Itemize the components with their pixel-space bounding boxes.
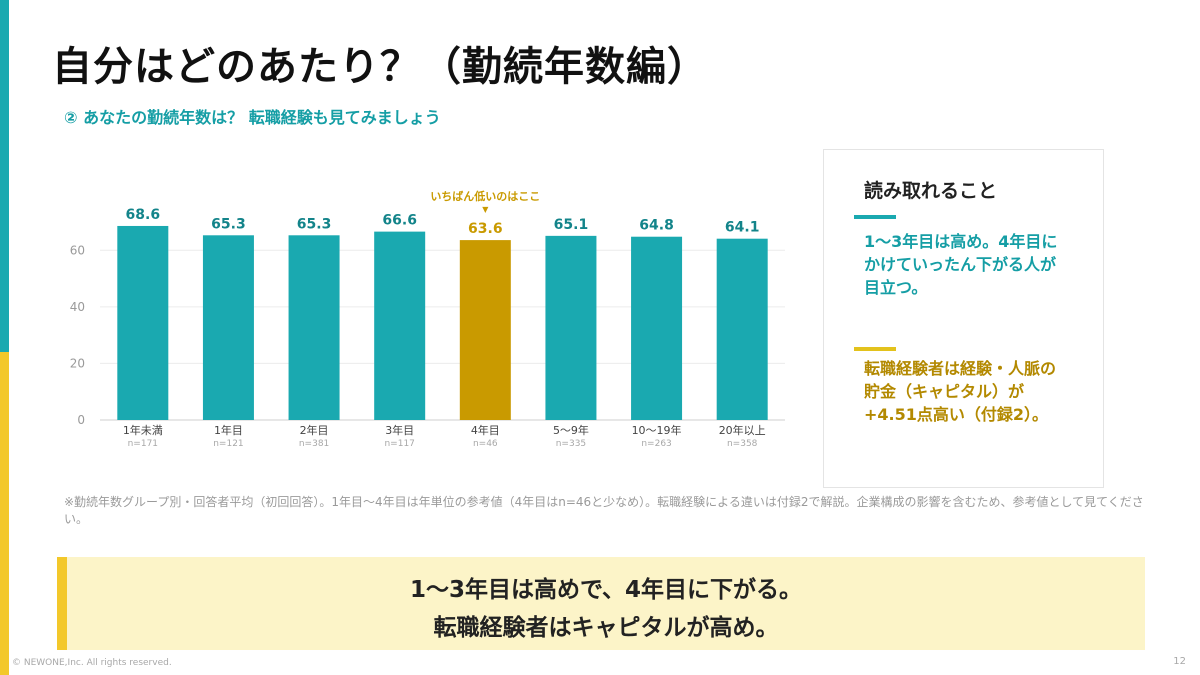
x-category-label: 20年以上 <box>719 423 766 437</box>
bar-6 <box>631 236 683 420</box>
bar-chart: 0 20 40 60 68.6 1年未満 n=171 65.3 1年目 n=121 65.3 2年目… <box>70 189 785 449</box>
takeaway-rule-gold <box>854 347 896 351</box>
x-category-label: 2年目 <box>300 423 329 437</box>
chart-footnote: ※勤続年数グループ別・回答者平均（初回回答）。1年目〜4年目は年単位の参考値（4… <box>64 495 1144 526</box>
takeaway-panel: 読み取れること 1〜3年目は高め。4年目にかけていったん下がる人が目立つ。 転職… <box>823 149 1104 488</box>
takeaway-point-1: 1〜3年目は高め。4年目にかけていったん下がる人が目立つ。 <box>864 232 1058 297</box>
summary-line-1: 1〜3年目は高めで、4年目に下がる。 <box>409 577 803 603</box>
bar-7 <box>716 238 768 420</box>
bar-5 <box>545 235 597 420</box>
x-sample-size-label: n=121 <box>213 439 243 449</box>
slide-subtitle: ② あなたの勤続年数は？ 転職経験も見てみましょう <box>64 108 441 127</box>
y-tick-label: 20 <box>70 356 85 370</box>
bar-value-label: 66.6 <box>382 213 417 229</box>
y-tick-label: 40 <box>70 300 85 314</box>
x-category-label: 3年目 <box>385 423 414 437</box>
x-category-label: 10〜19年 <box>632 423 682 437</box>
bar-3 <box>374 231 426 420</box>
bar-value-label: 68.6 <box>126 207 161 223</box>
left-edge-accent-yellow <box>0 352 9 675</box>
summary-line-2: 転職経験者はキャピタルが高め。 <box>433 615 779 641</box>
summary-banner: 1〜3年目は高めで、4年目に下がる。 転職経験者はキャピタルが高め。 <box>57 557 1145 650</box>
x-sample-size-label: n=335 <box>556 439 586 449</box>
copyright: © NEWONE,Inc. All rights reserved. <box>12 658 172 668</box>
bar-1 <box>202 235 254 420</box>
slide-title: 自分はどのあたり？（勤続年数編） <box>52 44 708 90</box>
bar-value-label: 65.3 <box>297 216 332 232</box>
page-number: 12 <box>1173 656 1186 667</box>
bar-0 <box>117 225 169 420</box>
bar-value-label: 64.1 <box>725 220 760 236</box>
x-sample-size-label: n=263 <box>641 439 671 449</box>
x-sample-size-label: n=358 <box>727 439 758 449</box>
bar-4 <box>459 240 511 420</box>
x-sample-size-label: n=381 <box>299 439 329 449</box>
x-sample-size-label: n=46 <box>473 439 498 449</box>
y-tick-label: 0 <box>77 413 85 427</box>
chart-annotation: いちばん低いのはここ <box>430 189 540 203</box>
x-sample-size-label: n=117 <box>384 439 414 449</box>
x-category-label: 1年目 <box>214 423 243 437</box>
bar-value-label: 65.1 <box>554 217 589 233</box>
chart-annotation-marker-icon: ▼ <box>482 205 489 214</box>
bar-value-label: 65.3 <box>211 216 246 232</box>
x-category-label: 5〜9年 <box>553 423 589 437</box>
x-sample-size-label: n=171 <box>128 439 158 449</box>
bar-value-label: 63.6 <box>468 221 503 237</box>
takeaway-point-2: 転職経験者は経験・人脈の貯金（キャピタル）が+4.51点高い（付録2）。 <box>864 359 1057 424</box>
summary-banner-accent <box>57 557 67 650</box>
takeaway-heading: 読み取れること <box>864 180 998 202</box>
x-category-label: 1年未満 <box>123 423 163 437</box>
bar-2 <box>288 235 340 420</box>
takeaway-rule-teal <box>854 215 896 219</box>
left-edge-accent-teal <box>0 0 9 352</box>
bar-value-label: 64.8 <box>639 218 674 234</box>
y-tick-label: 60 <box>70 243 85 257</box>
x-category-label: 4年目 <box>471 423 500 437</box>
